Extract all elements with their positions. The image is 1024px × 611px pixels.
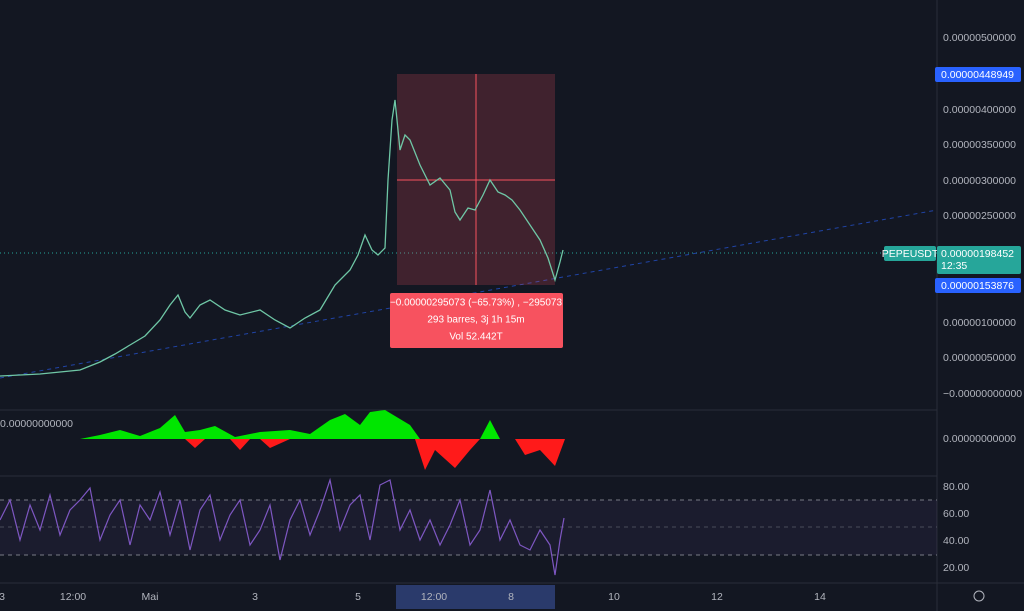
- price-label: 0.00000100000: [943, 317, 1016, 329]
- time-label: 8: [508, 591, 514, 603]
- symbol-text: PEPEUSDT: [882, 248, 939, 260]
- time-label: 3: [0, 591, 5, 603]
- badge-text: 0.00000448949: [941, 69, 1014, 81]
- price-label: −0.00000000000: [943, 388, 1022, 400]
- measure-text: −0.00000295073 (−65.73%) , −295073: [390, 298, 563, 309]
- price-label: 0.00000400000: [943, 104, 1016, 116]
- time-range-highlight: [396, 585, 555, 609]
- low-badge: [935, 278, 1021, 293]
- measure-text: 293 barres, 3j 1h 15m: [427, 315, 524, 326]
- time-label: 12:00: [60, 591, 86, 603]
- countdown-text: 12:35: [941, 260, 967, 272]
- rsi-label: 80.00: [943, 481, 969, 493]
- high-badge: [935, 67, 1021, 82]
- price-label: 0.00000050000: [943, 352, 1016, 364]
- price-label: 0.00000250000: [943, 210, 1016, 222]
- time-label: 12: [711, 591, 723, 603]
- time-label: 12:00: [421, 591, 447, 603]
- rsi-band: [0, 500, 937, 555]
- oscillator-axis-label: 0.00000000000: [943, 433, 1016, 445]
- rsi-label: 40.00: [943, 535, 969, 547]
- badge-text: 0.00000153876: [941, 280, 1014, 292]
- time-label: 3: [252, 591, 258, 603]
- measure-tooltip: [390, 293, 563, 348]
- price-series: [0, 99, 564, 377]
- settings-button[interactable]: [973, 590, 985, 602]
- rsi-label: 20.00: [943, 562, 969, 574]
- oscillator-positive: [480, 420, 505, 439]
- price-label: 0.00000500000: [943, 32, 1016, 44]
- symbol-badge: [884, 246, 936, 261]
- axes: 0.00000500000 0.00000400000 0.00000350000 0…: [0, 32, 1022, 603]
- oscillator-positive: [80, 410, 420, 439]
- time-label: Mai: [142, 591, 159, 603]
- price-label: 0.00000300000: [943, 175, 1016, 187]
- badge-text: 0.00000198452: [941, 248, 1014, 260]
- measure-text: Vol 52.442T: [449, 332, 502, 343]
- rsi-label: 60.00: [943, 508, 969, 520]
- last-price-badge: [937, 246, 1021, 274]
- time-label: 14: [814, 591, 826, 603]
- oscillator-negative: [185, 439, 565, 470]
- oscillator-label: 0.00000000000: [0, 418, 73, 430]
- rsi-line: [0, 477, 565, 576]
- time-label: 5: [355, 591, 361, 603]
- time-label: 10: [608, 591, 620, 603]
- price-label: 0.00000350000: [943, 139, 1016, 151]
